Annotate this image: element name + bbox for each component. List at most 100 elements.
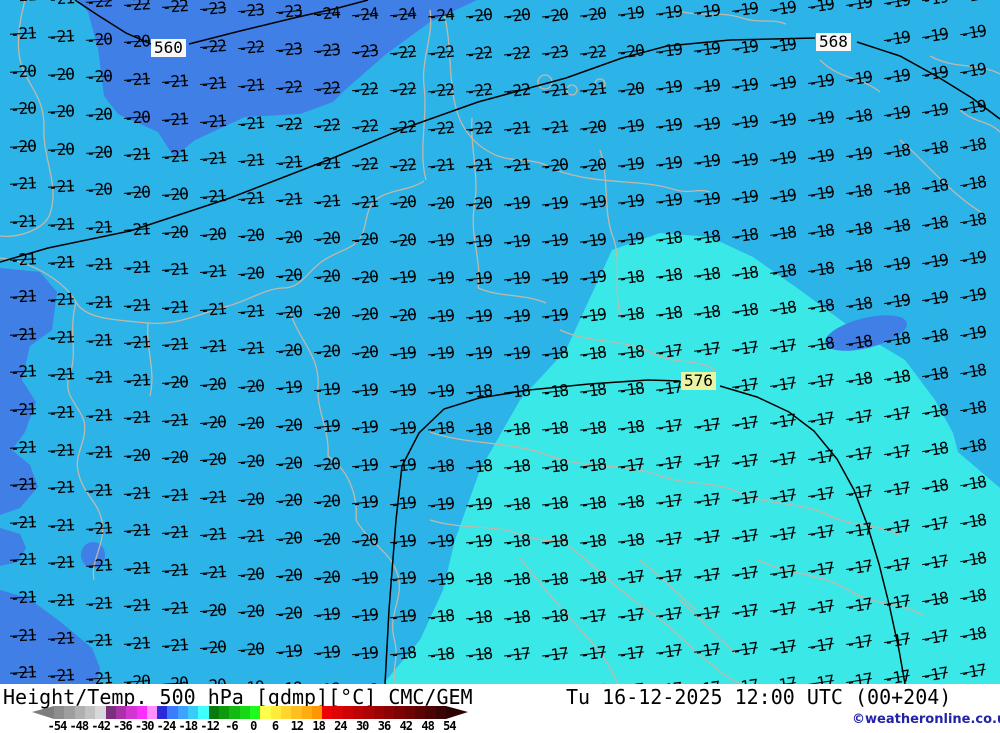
temperature-value: -19 bbox=[958, 246, 988, 270]
scale-segment bbox=[332, 706, 343, 719]
temperature-value: -19 bbox=[389, 380, 417, 402]
temperature-value: -18 bbox=[616, 491, 646, 514]
temperature-value: -20 bbox=[237, 450, 265, 473]
temperature-value: -20 bbox=[123, 106, 151, 128]
temperature-value: -17 bbox=[692, 338, 722, 362]
temperature-value: -22 bbox=[427, 42, 455, 64]
temperature-value: -21 bbox=[199, 486, 227, 508]
scale-segment bbox=[249, 706, 261, 719]
temperature-value: -19 bbox=[654, 39, 684, 62]
temperature-value: -19 bbox=[465, 230, 493, 252]
temperature-value: -19 bbox=[503, 230, 531, 252]
temperature-value: -19 bbox=[616, 115, 646, 138]
scale-tick-label: -42 bbox=[91, 719, 111, 733]
temperature-value: -21 bbox=[47, 364, 75, 386]
temperature-value: -21 bbox=[123, 219, 151, 241]
temperature-value: -19 bbox=[389, 568, 417, 590]
scale-segment bbox=[414, 706, 426, 719]
temperature-value: -20 bbox=[85, 104, 113, 125]
temperature-value: -18 bbox=[503, 455, 531, 478]
temperature-value: -17 bbox=[920, 550, 950, 574]
color-scale-bar bbox=[54, 706, 446, 719]
temperature-value: -18 bbox=[578, 454, 607, 477]
scale-segment bbox=[84, 706, 96, 719]
temperature-value: -19 bbox=[465, 343, 493, 365]
temperature-value: -17 bbox=[692, 564, 722, 587]
temperature-value: -17 bbox=[882, 515, 912, 539]
scale-segment bbox=[126, 706, 137, 719]
scale-tick-label: 48 bbox=[421, 719, 434, 733]
temperature-value: -17 bbox=[920, 625, 950, 649]
temperature-value: -20 bbox=[237, 563, 265, 585]
temperature-value: -20 bbox=[313, 265, 341, 287]
temperature-value: -22 bbox=[199, 35, 227, 57]
temperature-value: -21 bbox=[161, 71, 189, 93]
temperature-value: -21 bbox=[85, 292, 113, 313]
temperature-value: -18 bbox=[427, 606, 455, 628]
scale-segment bbox=[74, 706, 85, 719]
temperature-value: -24 bbox=[313, 2, 341, 24]
temperature-value: -19 bbox=[275, 377, 303, 399]
temperature-value: -21 bbox=[9, 286, 37, 307]
temperature-value: -20 bbox=[465, 192, 493, 215]
temperature-value: -19 bbox=[540, 229, 569, 252]
temperature-value: -19 bbox=[920, 61, 950, 85]
temperature-value: -17 bbox=[654, 490, 684, 513]
temperature-value: -21 bbox=[578, 78, 607, 101]
temperature-value: -17 bbox=[768, 635, 798, 659]
temperature-value: -21 bbox=[161, 259, 189, 281]
temperature-value: -21 bbox=[85, 254, 113, 276]
temperature-value: -21 bbox=[199, 73, 227, 95]
temperature-value: -20 bbox=[313, 303, 341, 325]
temperature-value: -17 bbox=[730, 449, 760, 473]
temperature-value: -18 bbox=[578, 567, 607, 590]
temperature-value: -17 bbox=[844, 405, 874, 429]
temperature-value: -17 bbox=[730, 637, 760, 661]
temperature-value: -19 bbox=[692, 37, 722, 61]
temperature-value: -22 bbox=[427, 79, 455, 102]
temperature-value: -21 bbox=[199, 562, 227, 583]
scale-segment bbox=[394, 706, 405, 719]
temperature-value: -21 bbox=[9, 512, 37, 533]
temperature-value: -21 bbox=[123, 407, 151, 429]
temperature-value: -18 bbox=[465, 643, 493, 666]
temperature-value: -21 bbox=[123, 633, 151, 654]
temperature-value: -21 bbox=[161, 296, 189, 318]
temperature-value: -17 bbox=[578, 642, 607, 665]
temperature-value: -18 bbox=[616, 378, 646, 401]
scale-tick-label: 30 bbox=[355, 719, 369, 733]
temperature-value: -18 bbox=[427, 418, 455, 440]
temperature-value: -20 bbox=[578, 116, 607, 139]
scale-segment bbox=[239, 706, 250, 719]
temperature-value: -18 bbox=[958, 622, 988, 646]
scale-segment bbox=[229, 706, 240, 719]
temperature-value: -19 bbox=[313, 378, 341, 400]
scale-segment bbox=[373, 706, 384, 719]
temperature-value: -19 bbox=[654, 189, 684, 212]
temperature-value: -20 bbox=[275, 527, 303, 549]
temperature-value: -21 bbox=[9, 248, 37, 270]
temperature-value: -21 bbox=[9, 324, 37, 345]
temperature-value: -18 bbox=[540, 342, 569, 365]
temperature-value: -20 bbox=[199, 411, 227, 433]
temperature-value: -20 bbox=[275, 602, 303, 624]
temperature-value: -22 bbox=[465, 79, 493, 102]
temperature-value: -21 bbox=[123, 369, 151, 391]
temperature-value: -20 bbox=[9, 60, 37, 82]
temperature-value: -18 bbox=[540, 568, 569, 591]
temperature-value: -19 bbox=[351, 604, 379, 627]
temperature-value: -17 bbox=[503, 643, 531, 666]
temperature-value: -23 bbox=[540, 41, 569, 64]
temperature-value: -21 bbox=[47, 552, 75, 574]
temperature-value: -18 bbox=[465, 380, 493, 403]
temperature-value: -19 bbox=[351, 492, 379, 514]
temperature-value: -21 bbox=[313, 152, 341, 175]
temperature-value: -20 bbox=[85, 29, 113, 50]
temperature-value: -18 bbox=[958, 434, 988, 458]
scale-tick-label: -12 bbox=[200, 719, 220, 733]
temperature-value: -21 bbox=[9, 587, 37, 608]
temperature-value: -19 bbox=[692, 113, 722, 136]
temperature-value: -19 bbox=[351, 567, 379, 589]
temperature-value: -21 bbox=[199, 110, 227, 132]
temperature-value: -20 bbox=[540, 4, 569, 27]
